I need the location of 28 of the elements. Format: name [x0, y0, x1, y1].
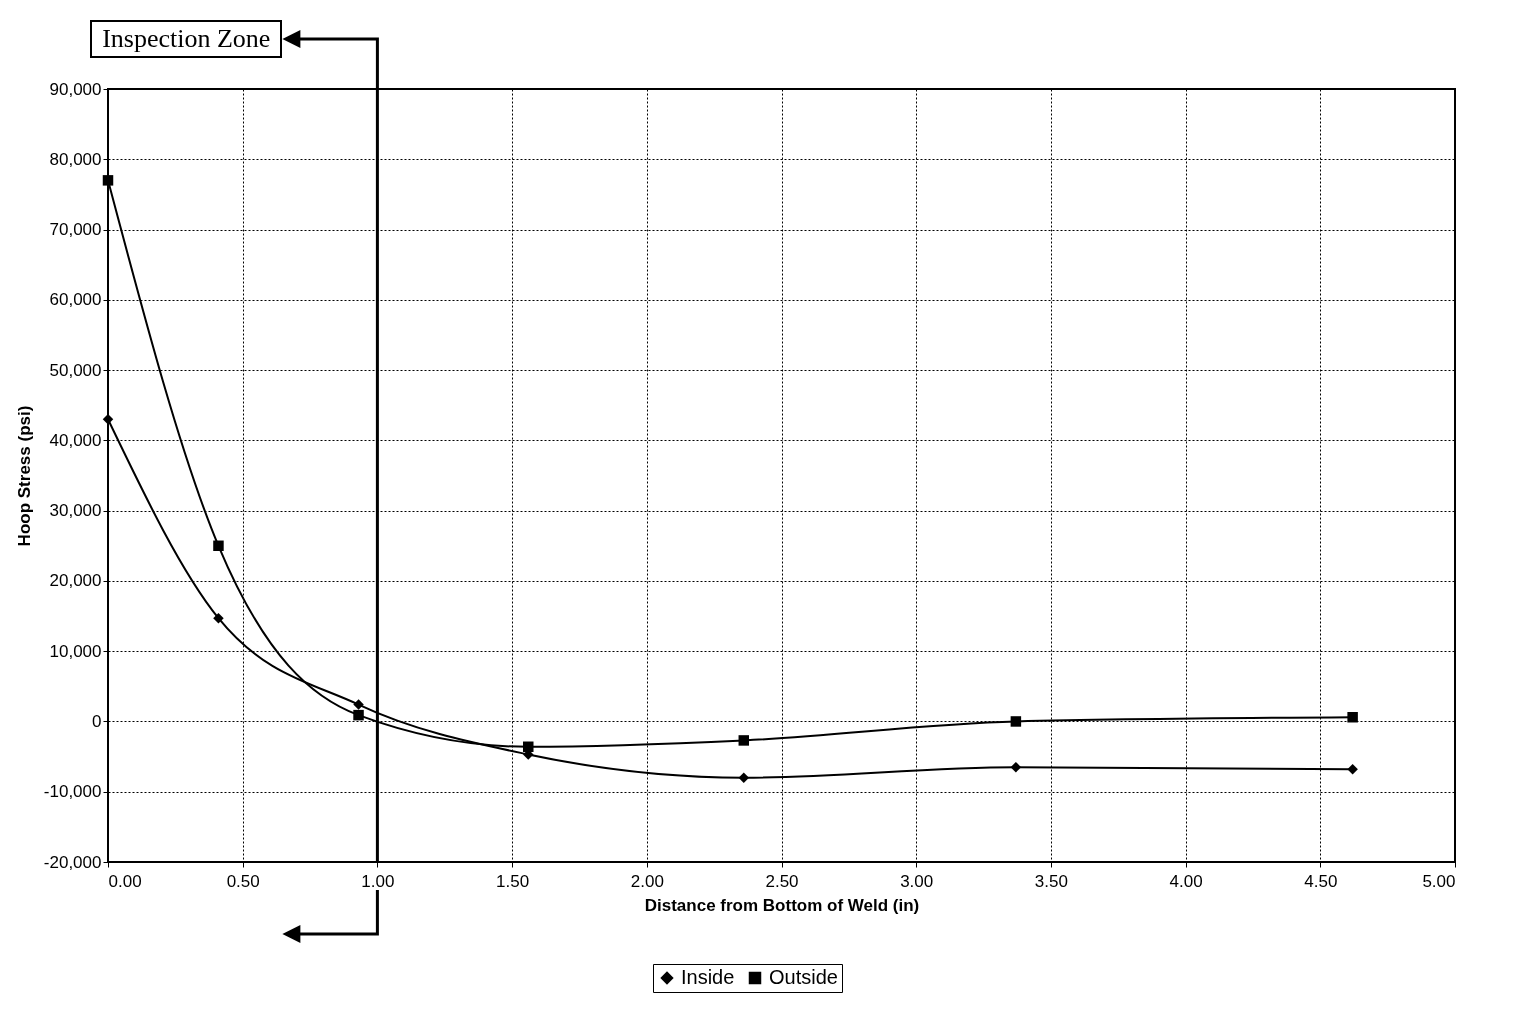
y-tick-label: 90,000: [49, 79, 102, 99]
x-tick-label: 1.50: [496, 871, 530, 891]
y-tick-label: 0: [92, 711, 102, 731]
y-tick-label: 10,000: [49, 641, 102, 661]
x-tick-label: 0.50: [226, 871, 260, 891]
y-tick-label: 80,000: [49, 149, 102, 169]
x-axis-title: Distance from Bottom of Weld (in): [644, 895, 920, 915]
y-tick-label: 20,000: [49, 571, 102, 591]
y-axis-title: Hoop Stress (psi): [14, 405, 34, 547]
x-tick-label: 1.00: [361, 871, 395, 891]
x-tick-label: 4.50: [1304, 871, 1338, 891]
legend-label: Outside: [769, 966, 838, 988]
x-tick-label: 3.00: [900, 871, 934, 891]
legend-label: Inside: [681, 966, 735, 988]
x-tick-label: 3.50: [1034, 871, 1068, 891]
x-tick-label: 4.00: [1169, 871, 1203, 891]
y-tick-label: 30,000: [49, 501, 102, 521]
ref-line-label: Inspection Zone: [90, 20, 283, 58]
y-tick-label: 40,000: [49, 430, 102, 450]
x-tick-label: 2.50: [765, 871, 799, 891]
x-tick-label: 2.00: [630, 871, 664, 891]
y-tick-label: 70,000: [49, 220, 102, 240]
y-tick-label: -20,000: [43, 852, 102, 872]
y-tick-label: 50,000: [49, 360, 102, 380]
x-tick-label: 5.00: [1422, 871, 1456, 891]
y-tick-label: 60,000: [49, 290, 102, 310]
y-tick-label: -10,000: [43, 782, 102, 802]
x-tick-label: 0.00: [108, 871, 142, 891]
